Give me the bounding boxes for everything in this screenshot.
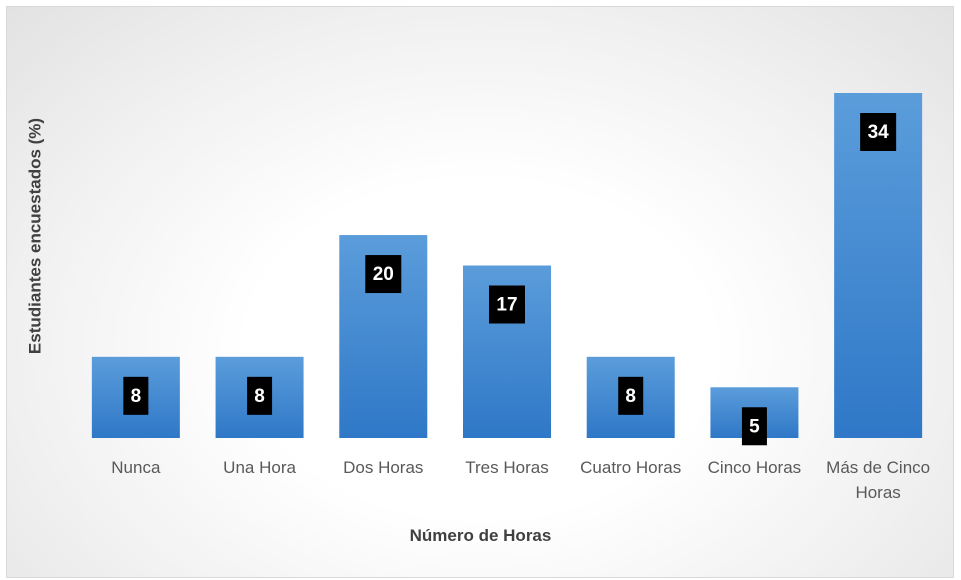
data-label: 8 [625, 386, 636, 407]
x-tick-label: Nunca [111, 458, 161, 477]
data-label: 20 [373, 264, 394, 285]
data-label: 8 [254, 386, 265, 407]
data-label-box [618, 376, 644, 415]
data-label: 5 [749, 416, 760, 437]
data-label-box [860, 113, 897, 151]
x-tick-label: Dos Horas [343, 458, 424, 477]
y-axis-title: Estudiantes encuestados (%) [25, 118, 44, 354]
x-tick-label: Cuatro Horas [580, 458, 682, 477]
x-tick-label: Más de Cinco Horas [826, 458, 931, 502]
x-tick-label: Cinco Horas [707, 458, 802, 477]
x-tick-label: Una Hora [223, 458, 296, 477]
data-label-box [741, 407, 767, 446]
data-label-box [489, 285, 525, 324]
data-label: 34 [868, 122, 890, 143]
data-label: 17 [496, 295, 517, 316]
x-axis-title: Número de Horas [409, 526, 552, 545]
x-tick-label: Tres Horas [465, 458, 549, 477]
data-label-box [123, 376, 149, 415]
data-label: 8 [131, 386, 142, 407]
data-label-box [247, 376, 273, 415]
data-label-box [365, 255, 402, 294]
